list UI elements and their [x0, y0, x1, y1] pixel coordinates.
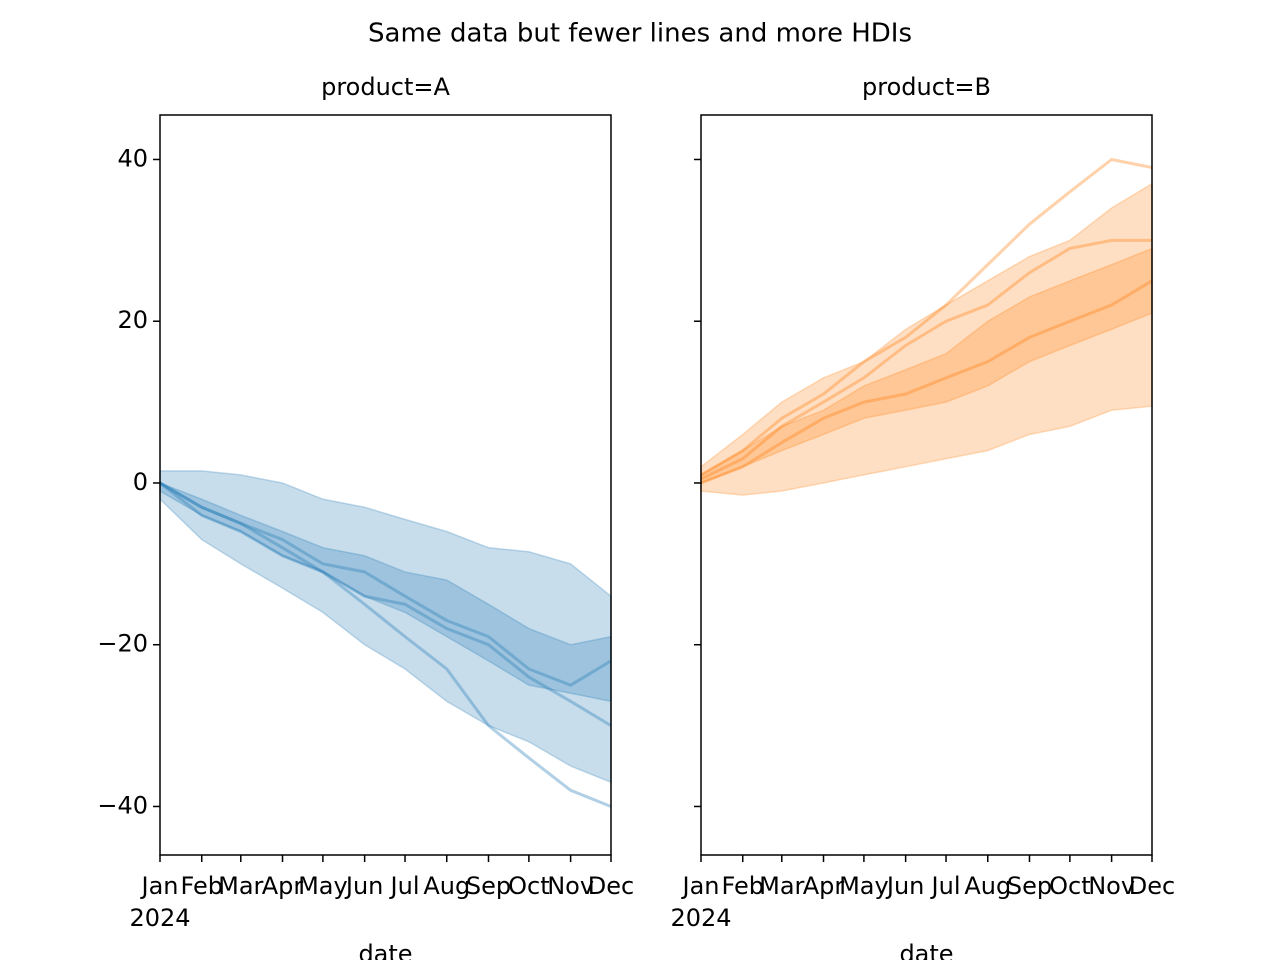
x-tick-label: Dec [1129, 872, 1175, 900]
x-year-label: 2024 [670, 904, 731, 932]
x-tick-label: Mar [218, 872, 263, 900]
x-tick-label: Jan [681, 872, 720, 900]
x-axis-label: date [899, 940, 953, 960]
x-tick-label: Aug [423, 872, 470, 900]
y-tick-label: 20 [117, 306, 148, 334]
sample-line [700, 279, 1153, 485]
subplot-title: product=B [862, 73, 991, 101]
y-tick-label: −20 [97, 630, 148, 658]
plot-frame [159, 114, 612, 856]
x-tick-label: Apr [803, 872, 845, 900]
x-year-label: 2024 [129, 904, 190, 932]
x-tick-label: Mar [759, 872, 804, 900]
x-tick-label: Nov [1088, 872, 1135, 900]
x-tick-label: Sep [1007, 872, 1052, 900]
subplot-title: product=A [321, 73, 450, 101]
y-tick-label: 0 [133, 468, 148, 496]
sample-line [159, 481, 612, 687]
x-tick-label: Jun [344, 872, 384, 900]
sample-line [700, 238, 1152, 481]
x-tick-label: May [298, 872, 348, 900]
x-tick-label: Jul [930, 872, 961, 900]
sample-line [159, 481, 612, 808]
x-tick-label: Jun [885, 872, 925, 900]
y-tick-label: −40 [97, 791, 148, 819]
x-tick-label: Dec [588, 872, 634, 900]
x-tick-label: Feb [180, 872, 223, 900]
x-tick-label: Jul [389, 872, 420, 900]
x-tick-label: Sep [466, 872, 511, 900]
x-tick-label: Oct [1049, 872, 1091, 900]
x-tick-label: Oct [508, 872, 550, 900]
x-tick-label: Jan [140, 872, 179, 900]
x-tick-label: Feb [721, 872, 764, 900]
x-tick-label: Apr [262, 872, 304, 900]
plot-frame [700, 114, 1153, 856]
x-tick-label: Aug [964, 872, 1011, 900]
figure-title: Same data but fewer lines and more HDIs [368, 19, 912, 49]
x-tick-label: May [839, 872, 889, 900]
x-tick-label: Nov [547, 872, 594, 900]
x-axis-label: date [358, 940, 412, 960]
sample-line [700, 157, 1153, 477]
sample-line [159, 481, 612, 727]
y-tick-label: 40 [117, 144, 148, 172]
